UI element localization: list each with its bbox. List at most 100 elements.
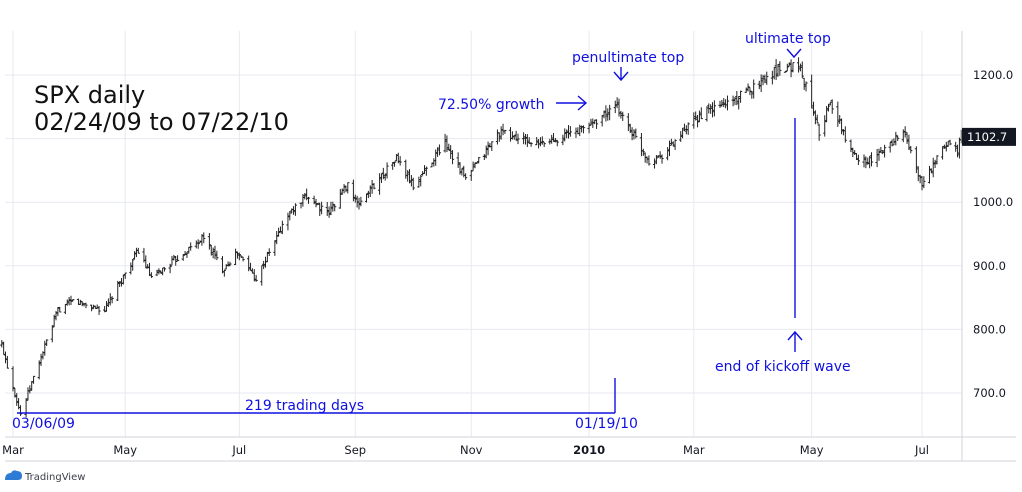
ohlc-bar	[312, 195, 316, 205]
ohlc-bar	[280, 220, 284, 235]
ohlc-bar	[553, 137, 558, 143]
ohlc-bar	[149, 272, 154, 278]
ohlc-bar	[523, 134, 528, 145]
ohlc-bar	[254, 274, 258, 282]
ohlc-bar	[720, 99, 724, 107]
ohlc-bar	[175, 255, 180, 262]
ohlc-bar	[817, 123, 821, 141]
ohlc-bar	[778, 61, 782, 76]
ohlc-bar	[391, 161, 395, 170]
ohlc-bar	[458, 162, 462, 175]
ohlc-bar	[628, 123, 632, 133]
ohlc-bar	[654, 155, 659, 165]
ohlc-bar	[735, 90, 739, 106]
ohlc-bar	[247, 255, 251, 272]
growth-label: 72.50% growth	[438, 97, 545, 113]
ohlc-bar	[538, 137, 543, 147]
ohlc-bar	[550, 134, 554, 144]
ohlc-bar	[535, 136, 539, 146]
ohlc-bar	[65, 299, 69, 306]
ohlc-bar	[407, 169, 412, 184]
ohlc-bar	[84, 302, 88, 309]
ohlc-bar	[422, 165, 427, 175]
ohlc-bar	[329, 201, 333, 216]
ohlc-bar	[804, 81, 808, 92]
ohlc-bar	[314, 198, 318, 208]
ohlc-bar	[262, 260, 266, 270]
ohlc-bar	[108, 293, 112, 306]
ohlc-bar	[71, 299, 75, 302]
ohlc-bar	[241, 256, 245, 262]
ohlc-bar	[116, 280, 120, 302]
ohlc-bar	[207, 232, 211, 250]
ohlc-bar	[338, 189, 342, 209]
ohlc-bar	[368, 185, 372, 198]
ohlc-bar	[868, 156, 872, 169]
ohlc-bar	[854, 153, 859, 160]
ohlc-bar	[484, 145, 488, 159]
ohlc-bar	[579, 125, 584, 133]
ohlc-bar	[752, 79, 756, 99]
ohlc-bar	[954, 141, 958, 152]
ohlc-bar	[460, 168, 464, 176]
ohlc-bar	[929, 168, 933, 174]
ohlc-bar	[409, 174, 413, 187]
ohlc-bar	[765, 71, 769, 85]
ohlc-bar	[621, 111, 625, 121]
ohlc-bar	[551, 132, 556, 142]
ohlc-bar	[443, 133, 447, 153]
ohlc-bar	[856, 154, 861, 166]
last-price-tag	[962, 127, 1016, 146]
ohlc-bar	[561, 134, 565, 146]
ohlc-bar	[759, 74, 763, 92]
ohlc-bar	[772, 67, 776, 80]
y-tick-label: 1000.0	[973, 195, 1013, 209]
ohlc-bar	[181, 254, 185, 261]
ohlc-bar	[565, 129, 569, 139]
ohlc-bar	[825, 105, 829, 123]
ohlc-bar	[881, 150, 885, 155]
ohlc-bar	[514, 130, 518, 141]
ohlc-bar	[613, 100, 617, 114]
ohlc-bar	[316, 203, 320, 205]
ohlc-bar	[566, 125, 571, 139]
ohlc-bar	[525, 134, 529, 147]
ohlc-bar	[774, 59, 778, 80]
ohlc-bar	[286, 212, 290, 231]
ohlc-bar	[738, 90, 743, 103]
ohlc-bar	[450, 150, 455, 165]
ohlc-bar	[58, 306, 62, 313]
ohlc-bar	[303, 192, 307, 200]
ohlc-bar	[155, 269, 159, 277]
ohlc-bar	[789, 59, 793, 78]
ohlc-bar	[473, 162, 477, 169]
ohlc-bar	[712, 100, 716, 117]
x-tick-label: May	[800, 443, 824, 457]
ohlc-bar	[200, 234, 204, 246]
ohlc-bar	[31, 375, 36, 384]
ohlc-bar	[123, 272, 127, 279]
ohlc-bar	[619, 110, 623, 119]
ohlc-bar	[888, 141, 892, 153]
tradingview-logo: TradingView	[5, 470, 85, 483]
ohlc-bar	[744, 87, 748, 93]
ohlc-bar	[503, 129, 507, 134]
ohlc-bar	[357, 197, 361, 210]
penultimate-top-label: penultimate top	[572, 50, 684, 66]
ohlc-bar	[652, 158, 657, 169]
ohlc-bar	[785, 63, 789, 72]
ohlc-bar	[529, 142, 533, 147]
ohlc-bar	[435, 147, 440, 157]
ohlc-bar	[843, 126, 847, 143]
ohlc-bar	[189, 242, 193, 251]
ohlc-bar	[783, 70, 788, 73]
ohlc-bar	[694, 111, 698, 121]
start-date-label: 03/06/09	[12, 416, 75, 432]
y-tick-label: 700.0	[973, 386, 1006, 400]
ohlc-bar	[522, 132, 526, 145]
ohlc-bar	[325, 202, 329, 216]
ohlc-bar	[746, 83, 750, 92]
ohlc-bar	[449, 145, 453, 159]
ohlc-bar	[641, 148, 645, 156]
ohlc-bar	[333, 204, 337, 212]
